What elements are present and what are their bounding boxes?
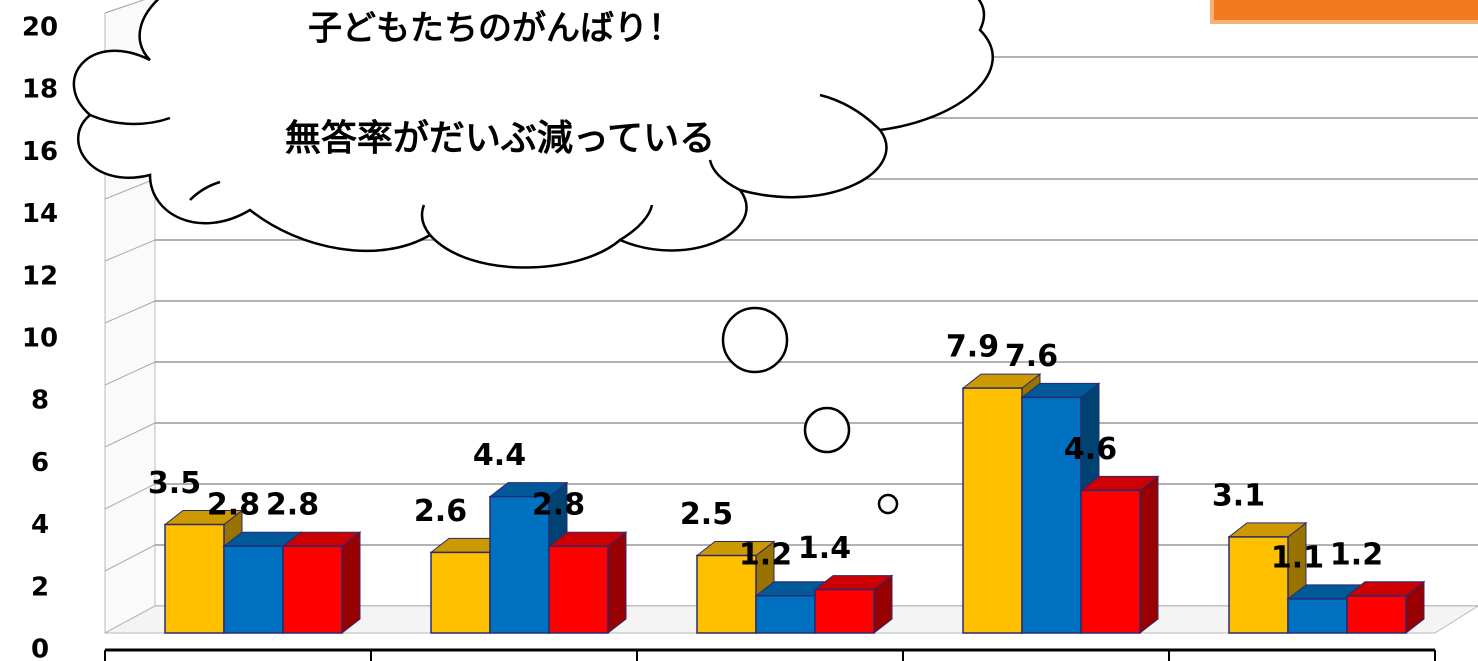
value-label: 7.9 xyxy=(946,330,999,365)
y-tick-label: 6 xyxy=(31,448,49,478)
side-grid-line xyxy=(104,483,156,510)
side-grid-line xyxy=(104,361,156,386)
bar xyxy=(755,595,816,634)
value-label: 2.8 xyxy=(207,488,260,523)
value-label: 3.1 xyxy=(1212,478,1265,513)
bar xyxy=(962,387,1023,634)
bar-side xyxy=(341,531,361,635)
value-label: 1.2 xyxy=(739,537,792,572)
callout: 子どもたちのがんばり！ 無答率がだいぶ減っている xyxy=(72,0,994,515)
bar xyxy=(1228,536,1289,634)
y-tick-label: 0 xyxy=(31,635,49,661)
value-label: 1.4 xyxy=(798,531,851,566)
y-tick-label: 12 xyxy=(22,261,58,291)
side-grid-line xyxy=(104,544,156,572)
orange-box xyxy=(1210,0,1478,24)
y-tick-label: 16 xyxy=(22,137,58,167)
value-label: 4.6 xyxy=(1064,432,1117,467)
bar xyxy=(1287,598,1348,634)
y-tick-label: 18 xyxy=(22,75,58,105)
side-grid-line xyxy=(104,0,145,14)
side-grid-line xyxy=(104,178,156,200)
bar xyxy=(1346,595,1407,634)
value-label: 2.6 xyxy=(414,494,467,529)
y-tick-label: 2 xyxy=(31,572,49,602)
bar xyxy=(164,523,225,634)
callout-text: 無答率がだいぶ減っている xyxy=(285,118,715,159)
value-label: 1.1 xyxy=(1271,540,1324,575)
side-grid-line xyxy=(104,239,156,262)
bar xyxy=(282,545,343,634)
side-grid-line xyxy=(104,300,156,324)
bar xyxy=(814,588,875,634)
bar xyxy=(1080,489,1141,634)
callout-title: 子どもたちのがんばり！ xyxy=(308,9,682,49)
value-label: 3.5 xyxy=(148,466,201,501)
bar xyxy=(696,554,757,634)
bar-side xyxy=(1139,475,1159,635)
value-label: 1.2 xyxy=(1330,537,1383,572)
y-tick-label: 14 xyxy=(22,199,58,229)
bar xyxy=(430,551,491,634)
y-tick-label: 10 xyxy=(22,324,58,354)
bar xyxy=(1021,396,1082,634)
y-tick-label: 20 xyxy=(22,13,58,43)
y-tick-label: 4 xyxy=(31,510,49,540)
bar xyxy=(548,545,609,634)
value-label: 2.8 xyxy=(532,488,585,523)
bar xyxy=(223,545,284,634)
value-label: 7.6 xyxy=(1005,339,1058,374)
value-label: 4.4 xyxy=(473,438,526,473)
side-grid-line xyxy=(104,422,156,448)
y-tick-label: 8 xyxy=(31,386,49,416)
bar-side xyxy=(607,531,627,635)
value-label: 2.8 xyxy=(266,488,319,523)
value-label: 2.5 xyxy=(680,497,733,532)
